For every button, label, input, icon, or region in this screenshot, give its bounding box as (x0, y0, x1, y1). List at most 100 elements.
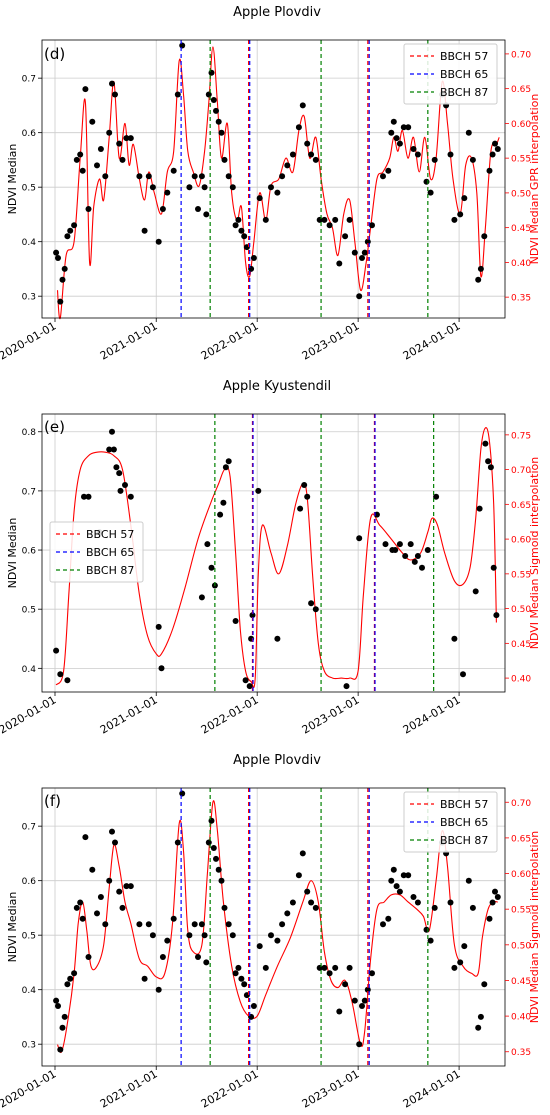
x-tick-label: 2021-01-01 (98, 1067, 160, 1110)
data-point (119, 156, 126, 163)
data-point (359, 255, 365, 261)
x-tick-label: 2023-01-01 (300, 319, 362, 362)
y-tick-label: 0.4 (22, 238, 37, 248)
data-point (390, 118, 397, 125)
data-point (297, 505, 304, 512)
data-point (262, 216, 269, 223)
legend-label-bbch65: BBCH 65 (440, 68, 488, 81)
y2-tick-label: 0.65 (511, 85, 531, 95)
chart-title: Apple Kyustendil (223, 379, 331, 394)
points (53, 42, 501, 305)
y2-axis-label: NDVI Median Sigmoid interpolation (528, 457, 541, 650)
data-point (308, 899, 315, 906)
panel-label: (f) (44, 792, 61, 810)
x-tick-label: 2020-01-01 (0, 319, 58, 362)
data-point (274, 189, 281, 196)
vlines (180, 788, 429, 1066)
data-point (359, 1003, 365, 1009)
data-point (117, 487, 124, 494)
legend: BBCH 57 BBCH 65 BBCH 87 (403, 43, 498, 105)
data-point (489, 151, 496, 158)
data-point (250, 1003, 257, 1009)
data-point (235, 964, 242, 971)
data-point (451, 964, 458, 971)
y2-tick-label: 0.45 (511, 977, 531, 987)
data-point (85, 206, 92, 212)
vlines (214, 414, 435, 692)
x-tick-label: 2023-01-01 (300, 693, 362, 736)
data-point (159, 954, 166, 960)
data-point (61, 265, 68, 272)
data-point (361, 249, 368, 256)
data-point (81, 493, 87, 500)
data-point (64, 233, 71, 240)
data-point (221, 904, 228, 911)
y-tick-label: 0.5 (22, 184, 36, 194)
x-tick-label: 2021-01-01 (98, 319, 160, 362)
data-point (396, 541, 403, 548)
data-point (312, 156, 319, 163)
data-point (89, 866, 96, 873)
data-point (220, 499, 227, 506)
data-point (380, 921, 386, 928)
data-point (179, 790, 186, 797)
data-point (423, 926, 430, 933)
data-point (490, 564, 497, 571)
data-point (155, 986, 162, 993)
x-tick-label: 2024-01-01 (401, 319, 463, 362)
data-point (475, 1024, 482, 1031)
data-point (492, 140, 498, 147)
data-point (225, 173, 232, 180)
legend-label-bbch57: BBCH 57 (86, 528, 134, 541)
x-tick-label: 2021-01-01 (98, 693, 160, 736)
data-point (170, 167, 177, 174)
data-point (241, 981, 248, 988)
data-point (493, 612, 500, 619)
data-point (289, 899, 296, 906)
data-point (308, 600, 315, 607)
data-point (195, 954, 201, 960)
data-point (304, 493, 311, 500)
x-tick-label: 2024-01-01 (401, 693, 463, 736)
data-point (246, 683, 253, 690)
data-point (215, 118, 222, 125)
data-point (312, 904, 319, 911)
y-tick-label: 0.6 (22, 547, 37, 557)
data-point (388, 129, 395, 136)
data-point (451, 216, 458, 223)
x-tick-label: 2023-01-01 (300, 1067, 362, 1110)
y2-tick-label: 0.75 (511, 431, 531, 441)
data-point (89, 118, 96, 125)
data-point (481, 981, 488, 988)
legend-label-bbch87: BBCH 87 (86, 564, 134, 577)
data-point (262, 964, 269, 971)
data-point (457, 959, 464, 966)
y-tick-label: 0.7 (22, 75, 36, 85)
data-point (106, 877, 113, 884)
data-point (186, 932, 193, 939)
plot-frame (41, 39, 506, 319)
data-point (59, 1024, 66, 1031)
data-point (203, 211, 210, 218)
data-point (465, 129, 472, 136)
y-axis-label: NDVI Median (6, 892, 19, 963)
data-point (481, 233, 488, 240)
data-point (109, 80, 115, 87)
plot-frame (41, 787, 506, 1067)
data-point (469, 156, 476, 163)
legend-box (403, 43, 498, 105)
legend: BBCH 57 BBCH 65 BBCH 87 (49, 521, 144, 583)
y2-tick-label: 0.45 (511, 640, 531, 650)
data-point (67, 975, 74, 982)
y2-tick-label: 0.45 (511, 224, 531, 234)
data-point (235, 216, 242, 223)
data-point (351, 249, 358, 256)
data-point (393, 883, 400, 890)
legend-label-bbch57: BBCH 57 (440, 50, 488, 63)
data-point (431, 156, 438, 163)
y-tick-label: 0.6 (22, 877, 37, 887)
data-point (158, 665, 165, 672)
data-point (64, 677, 71, 684)
data-point (351, 997, 358, 1004)
data-point (433, 493, 440, 500)
